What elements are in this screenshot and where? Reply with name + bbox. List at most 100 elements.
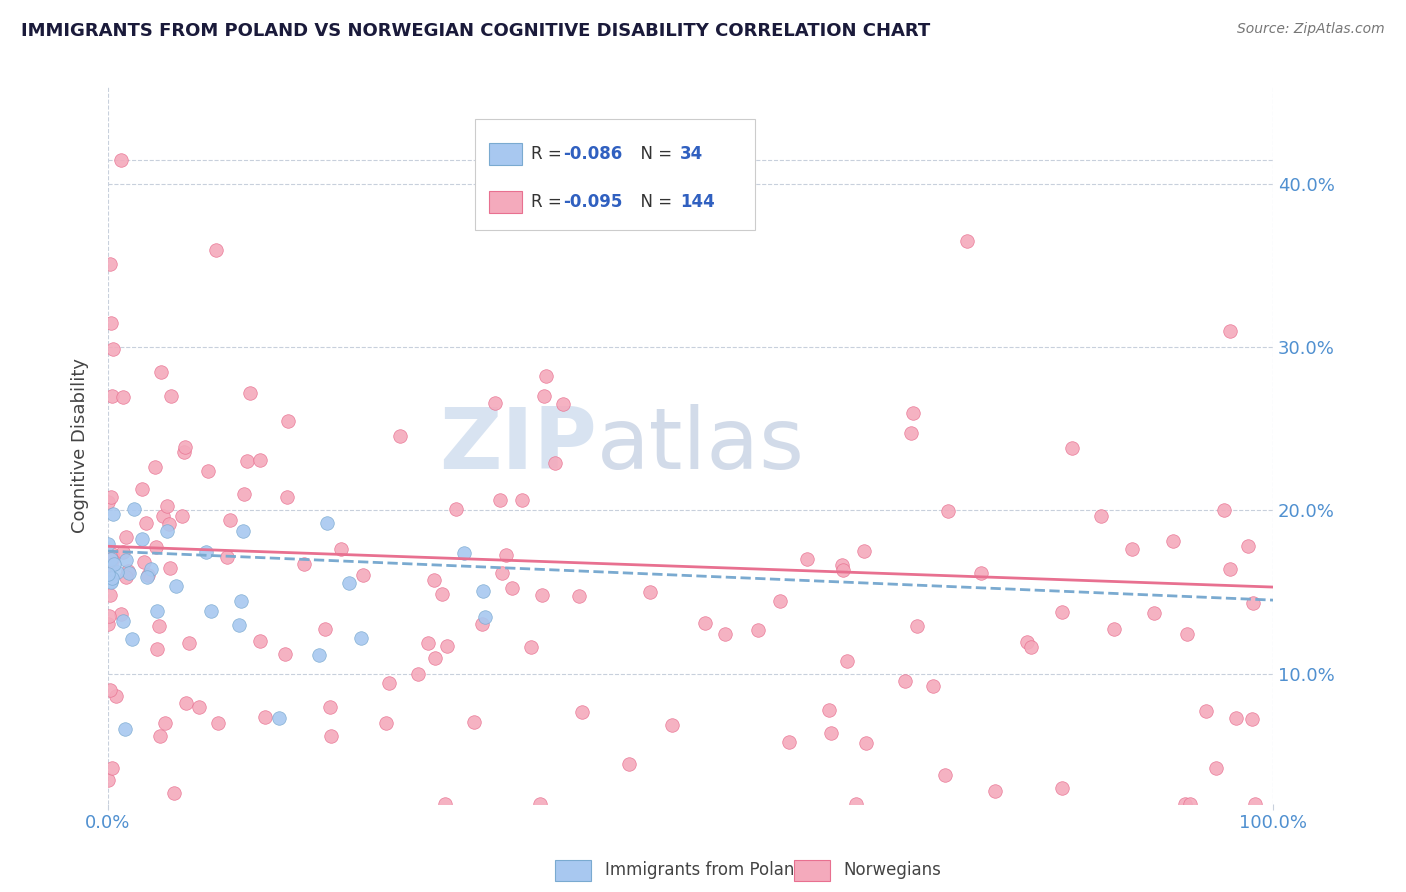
Point (117, 564, 139, 578)
Point (495, 548, 517, 562)
Point (150, 365, 173, 379)
Point (713, 627, 735, 641)
Point (425, 651, 447, 665)
Point (488, 492, 510, 507)
Point (232, 524, 254, 538)
Point (145, 540, 167, 554)
Point (110, 153, 132, 167)
Point (530, 588, 553, 602)
Point (114, 722, 136, 736)
Point (111, 614, 134, 628)
Point (170, 509, 193, 524)
Point (1143, 606, 1166, 620)
Point (463, 714, 485, 729)
Point (97, 494, 120, 508)
Point (1060, 442, 1083, 456)
Point (101, 508, 124, 522)
Point (111, 390, 134, 404)
Point (149, 729, 172, 743)
Text: Source: ZipAtlas.com: Source: ZipAtlas.com (1237, 22, 1385, 37)
Point (921, 679, 943, 693)
Point (1237, 539, 1260, 553)
Text: N =: N = (630, 193, 678, 211)
Point (101, 342, 124, 356)
Point (501, 582, 523, 596)
Point (104, 690, 127, 704)
Point (239, 386, 262, 401)
Point (97, 609, 120, 624)
Point (101, 550, 124, 565)
Point (453, 546, 475, 560)
Point (901, 406, 924, 420)
Point (520, 640, 543, 654)
Point (143, 460, 166, 475)
Point (122, 502, 145, 516)
Point (194, 545, 217, 559)
Point (796, 552, 818, 566)
Point (105, 565, 128, 579)
Point (132, 555, 155, 569)
Y-axis label: Cognitive Disability: Cognitive Disability (72, 358, 89, 533)
Point (100, 574, 122, 589)
Point (157, 517, 180, 532)
Point (207, 716, 229, 731)
Point (1019, 640, 1042, 654)
Point (693, 616, 716, 631)
Point (321, 730, 343, 744)
Point (444, 502, 467, 516)
Point (100, 551, 122, 566)
Text: Norwegians: Norwegians (844, 861, 942, 879)
Point (159, 560, 181, 574)
Point (1240, 712, 1263, 726)
Point (152, 509, 174, 524)
Point (378, 676, 401, 690)
Point (100, 316, 122, 330)
Point (121, 632, 143, 646)
Point (146, 604, 169, 618)
Point (970, 566, 993, 580)
Text: -0.095: -0.095 (564, 193, 623, 211)
Point (101, 547, 124, 561)
Point (135, 569, 157, 583)
Point (118, 566, 141, 581)
Point (308, 648, 330, 662)
Point (619, 757, 641, 772)
Point (337, 575, 360, 590)
Point (156, 499, 179, 513)
Point (174, 696, 197, 710)
Point (853, 543, 876, 558)
FancyBboxPatch shape (475, 119, 755, 230)
Point (1175, 627, 1198, 641)
Point (934, 768, 956, 782)
Point (1052, 781, 1074, 796)
Point (661, 718, 683, 732)
Point (1225, 711, 1247, 725)
Point (100, 256, 122, 270)
Point (778, 735, 800, 749)
Point (292, 557, 315, 571)
Text: -0.086: -0.086 (564, 145, 623, 163)
Point (936, 504, 959, 518)
Point (423, 573, 446, 587)
Point (98, 588, 121, 602)
Point (747, 624, 769, 638)
Point (103, 558, 125, 572)
FancyBboxPatch shape (489, 144, 522, 165)
Point (956, 235, 979, 249)
Point (533, 389, 555, 403)
Point (1213, 502, 1236, 516)
Text: ZIP: ZIP (440, 404, 598, 487)
Text: N =: N = (630, 145, 678, 163)
Point (894, 673, 917, 688)
Point (101, 571, 124, 585)
Text: R =: R = (531, 145, 567, 163)
Point (551, 397, 574, 411)
Point (165, 579, 187, 593)
Point (249, 452, 271, 467)
Point (179, 635, 201, 649)
Point (436, 639, 458, 653)
Point (900, 426, 922, 441)
Point (101, 389, 124, 403)
Point (276, 491, 298, 505)
Point (314, 623, 336, 637)
